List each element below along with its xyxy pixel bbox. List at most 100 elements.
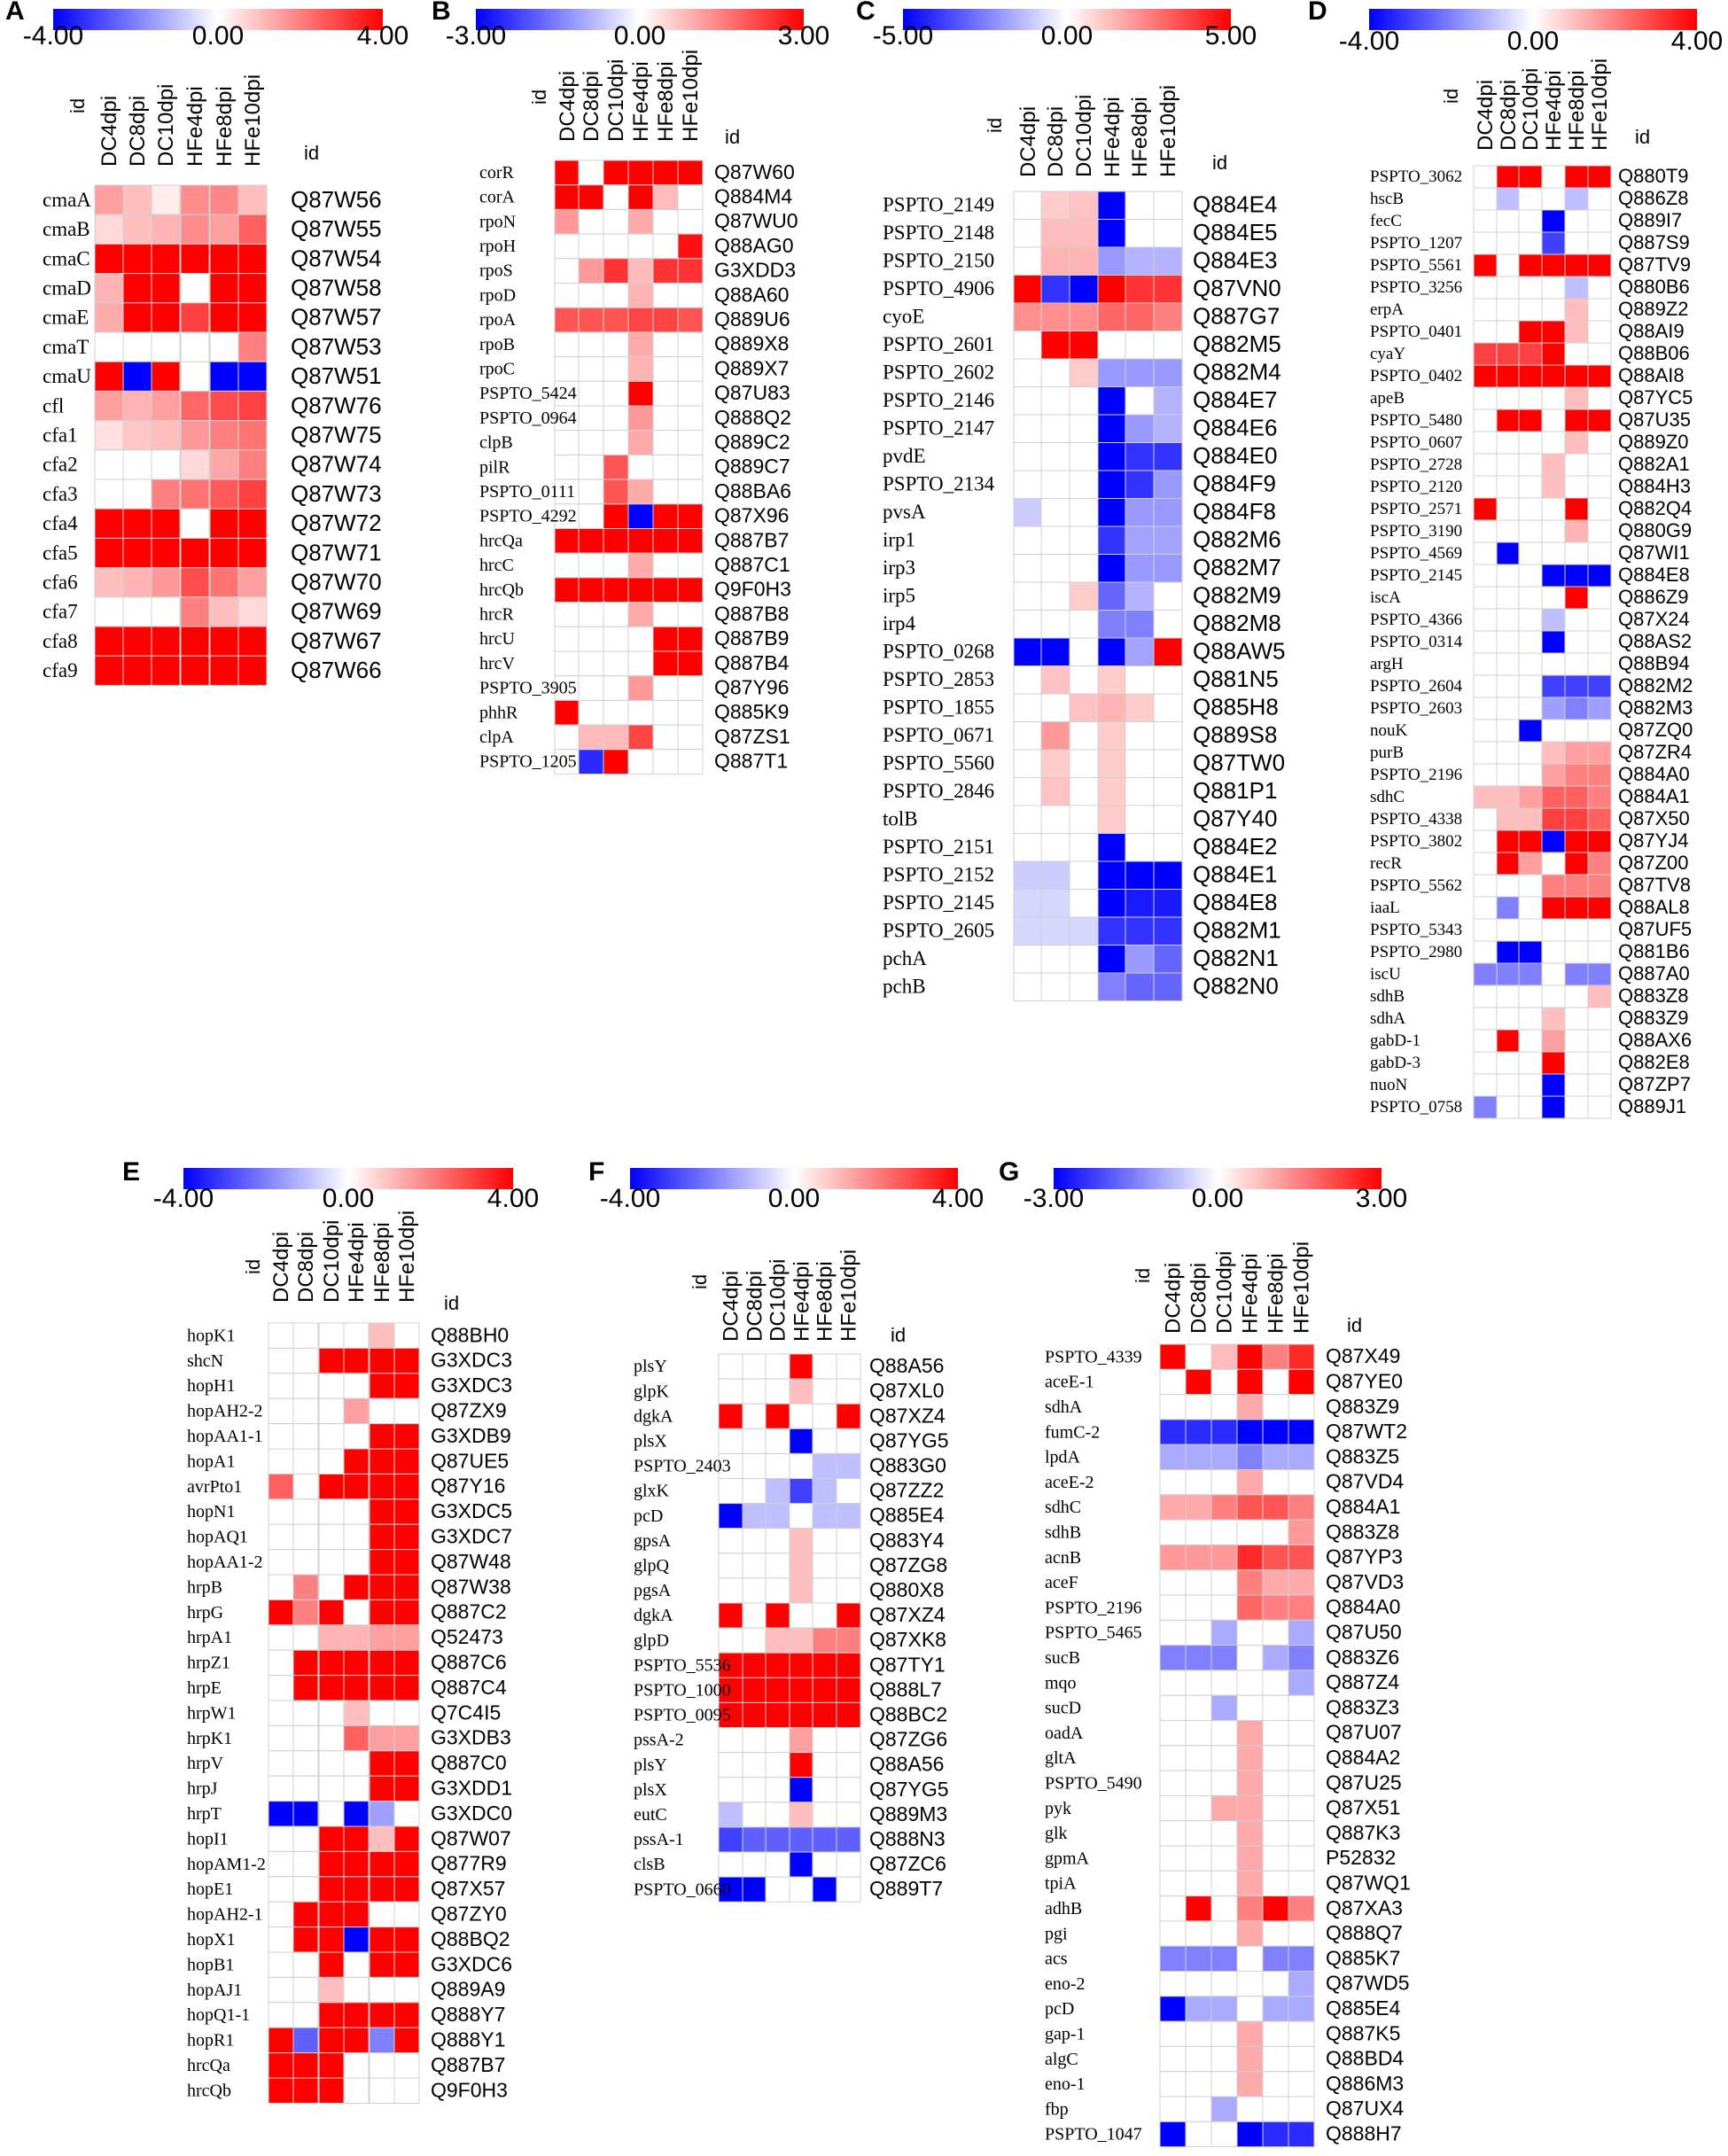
heatmap-cell xyxy=(1069,191,1099,220)
heatmap-cell xyxy=(1496,475,1521,499)
heatmap-cell xyxy=(151,596,181,627)
heatmap-cell xyxy=(789,1378,814,1405)
gene-label: clpA xyxy=(479,728,514,747)
heatmap-row: PSPTO_5562 Q87TV8 xyxy=(1370,874,1691,898)
heatmap-row: PSPTO_5490 Q87U25 xyxy=(1045,1770,1402,1796)
heatmap-cell xyxy=(554,331,580,358)
heatmap-cell xyxy=(1125,889,1155,918)
heatmap-cell xyxy=(742,1577,767,1604)
heatmap-cell xyxy=(578,307,604,333)
heatmap-cell xyxy=(1236,1845,1264,1872)
heatmap-row: gabD-1 Q88AX6 xyxy=(1370,1029,1692,1053)
gene-label: PSPTO_4292 xyxy=(479,507,577,526)
gene-label: tolB xyxy=(883,808,918,830)
protein-id-label: Q87XA3 xyxy=(1326,1896,1403,1919)
protein-id-label: G3XDB9 xyxy=(431,1424,511,1447)
heatmap-cell xyxy=(1040,777,1070,806)
heatmap-cell xyxy=(292,1775,319,1802)
heatmap-cell xyxy=(122,184,152,215)
heatmap-cell xyxy=(151,273,181,304)
heatmap-cell xyxy=(122,243,152,275)
scale-tick-label: -4.00 xyxy=(1339,27,1399,56)
panel-letter: E xyxy=(122,1157,140,1187)
gene-label: iaaL xyxy=(1370,899,1400,917)
heatmap-row: PSPTO_3802 Q87YJ4 xyxy=(1370,829,1689,853)
heatmap-row: PSPTO_1205 Q887T1 xyxy=(479,749,788,774)
heatmap-cell xyxy=(393,1775,420,1802)
heatmap-row: PSPTO_2196 Q884A0 xyxy=(1370,763,1690,787)
heatmap-cell xyxy=(603,307,629,333)
heatmap-cell xyxy=(718,1353,743,1380)
heatmap-cell xyxy=(1262,1720,1289,1747)
heatmap-cell xyxy=(765,1752,790,1779)
heatmap-cell xyxy=(343,2002,370,2028)
heatmap-cell xyxy=(627,602,654,627)
protein-id-label: Q87ZC6 xyxy=(869,1852,946,1875)
heatmap-cell xyxy=(1473,940,1498,964)
heatmap-row: glxK Q87ZZ2 xyxy=(634,1478,944,1505)
protein-id-label: Q881N5 xyxy=(1193,665,1279,692)
heatmap-cell xyxy=(627,258,654,284)
heatmap-cell xyxy=(765,1677,790,1703)
heatmap-cell xyxy=(1496,276,1521,300)
gene-label: lpdA xyxy=(1045,1448,1081,1467)
heatmap-row: gltA Q884A2 xyxy=(1045,1745,1400,1771)
heatmap-cell xyxy=(603,749,629,774)
heatmap-cell xyxy=(268,1951,294,1978)
heatmap-cell xyxy=(209,302,239,333)
heatmap-cell xyxy=(1262,1368,1289,1396)
heatmap-row: cyaY Q88B06 xyxy=(1370,342,1690,366)
protein-id-label: Q87X24 xyxy=(1618,608,1690,630)
heatmap-cell xyxy=(1097,972,1127,1001)
heatmap-cell xyxy=(1210,1569,1238,1596)
gene-label: hopQ1-1 xyxy=(187,2005,250,2025)
heatmap-cell xyxy=(1013,889,1043,918)
heatmap-row: PSPTO_0401 Q88AI9 xyxy=(1370,320,1685,344)
heatmap-cell xyxy=(765,1577,790,1604)
heatmap-cell xyxy=(1587,985,1612,1008)
heatmap-cell xyxy=(1262,2045,1289,2073)
heatmap-row: cfa3 Q87W73 xyxy=(43,479,382,510)
heatmap-cell xyxy=(1097,581,1127,611)
heatmap-cell xyxy=(1210,1920,1238,1947)
protein-id-label: Q87X49 xyxy=(1326,1344,1400,1367)
heatmap-cell xyxy=(1541,896,1566,920)
heatmap-cell xyxy=(742,1378,767,1405)
heatmap-cell xyxy=(1153,386,1183,416)
protein-id-label: Q886Z8 xyxy=(1618,187,1689,209)
heatmap-cell xyxy=(1153,889,1183,918)
heatmap-cell xyxy=(369,1599,395,1626)
heatmap-row: PSPTO_5536 Q87TY1 xyxy=(634,1652,946,1678)
heatmap-row: pgsA Q880X8 xyxy=(634,1577,944,1604)
heatmap-cell xyxy=(1185,2045,1212,2073)
heatmap-cell xyxy=(318,1347,345,1374)
heatmap-cell xyxy=(1013,610,1043,639)
heatmap-cell xyxy=(1541,298,1566,322)
heatmap-cell xyxy=(1496,497,1521,521)
heatmap-cell xyxy=(578,650,604,677)
protein-id-label: G3XDC6 xyxy=(431,1952,512,1975)
protein-id-label: Q87Y40 xyxy=(1193,806,1277,832)
heatmap-cell xyxy=(765,1403,790,1429)
heatmap-cell xyxy=(1069,358,1099,387)
gene-label: PSPTO_2605 xyxy=(883,920,994,942)
heatmap-cell xyxy=(268,1750,294,1777)
heatmap-cell xyxy=(1262,2096,1289,2122)
heatmap-cell xyxy=(393,1801,420,1827)
heatmap-row: hopX1 Q88BQ2 xyxy=(187,1926,510,1953)
heatmap-cell xyxy=(1518,187,1543,211)
heatmap-cell xyxy=(677,454,704,480)
heatmap-cell xyxy=(393,1322,420,1349)
heatmap-row: PSPTO_5480 Q87U35 xyxy=(1370,409,1691,432)
heatmap-cell xyxy=(122,302,152,333)
gene-label: cyaY xyxy=(1370,345,1405,363)
column-label: HFe4dpi xyxy=(1239,1253,1263,1334)
gene-label: pgi xyxy=(1045,1924,1068,1943)
heatmap-cell xyxy=(554,208,580,235)
heatmap-cell xyxy=(652,675,679,701)
heatmap-row: cmaU Q87W51 xyxy=(43,361,382,392)
protein-id-label: Q7C4I5 xyxy=(431,1701,501,1724)
heatmap-cell xyxy=(1185,1444,1212,1470)
heatmap-row: sdhA Q883Z9 xyxy=(1045,1394,1399,1420)
heatmap-cell xyxy=(578,626,604,652)
